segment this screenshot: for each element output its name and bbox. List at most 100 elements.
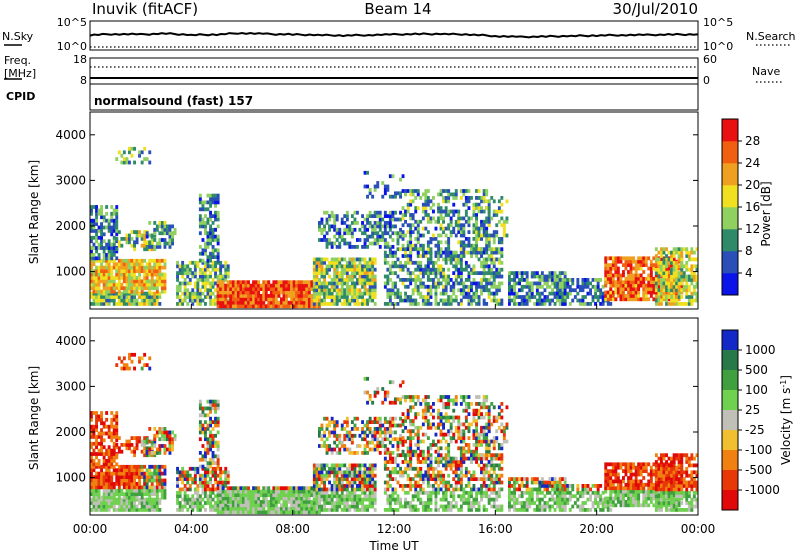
power-cell xyxy=(682,302,686,306)
velocity-cell xyxy=(209,440,212,445)
power-cell xyxy=(388,302,392,306)
power-cell xyxy=(624,294,628,298)
power-cell xyxy=(335,245,339,249)
power-cell xyxy=(411,278,415,282)
power-cell xyxy=(480,284,483,289)
power-cell xyxy=(515,291,519,296)
power-cell xyxy=(186,274,190,279)
velocity-cell xyxy=(252,486,255,491)
velocity-cell xyxy=(287,486,291,491)
velocity-cell xyxy=(310,493,314,497)
power-cell xyxy=(216,234,220,239)
power-cell xyxy=(667,266,671,271)
power-cell xyxy=(690,295,694,299)
power-cell xyxy=(687,254,691,258)
velocity-cell xyxy=(155,508,159,512)
power-cell xyxy=(685,288,689,293)
power-cell xyxy=(487,254,491,258)
velocity-cell xyxy=(92,459,96,463)
power-cell xyxy=(485,216,489,221)
velocity-cell xyxy=(140,443,144,447)
power-cell xyxy=(110,258,114,263)
power-cell xyxy=(264,304,268,309)
velocity-cell xyxy=(318,463,321,468)
velocity-cell xyxy=(196,501,200,505)
velocity-cell xyxy=(206,427,210,431)
velocity-cell xyxy=(125,501,129,505)
power-cell xyxy=(665,260,668,265)
velocity-cell xyxy=(150,488,154,493)
velocity-cell xyxy=(176,497,179,502)
velocity-cell xyxy=(150,501,154,505)
velocity-cell xyxy=(178,487,182,492)
power-cell xyxy=(216,283,220,288)
power-cell xyxy=(92,222,96,226)
velocity-cell xyxy=(102,475,106,479)
velocity-cell xyxy=(239,503,243,508)
power-cell xyxy=(447,257,451,262)
power-cell xyxy=(459,250,463,255)
power-cell xyxy=(229,300,233,305)
power-cell xyxy=(102,249,106,254)
power-cell xyxy=(100,246,103,250)
power-cell xyxy=(584,302,587,306)
power-cell xyxy=(675,264,679,269)
power-cell xyxy=(444,247,448,252)
velocity-cell xyxy=(145,485,149,490)
power-cell xyxy=(267,294,271,298)
power-cell xyxy=(188,267,192,272)
power-cell xyxy=(150,302,154,306)
power-cell xyxy=(627,256,630,261)
power-cell xyxy=(472,223,476,228)
power-cell xyxy=(269,290,273,295)
power-cell xyxy=(454,274,458,279)
power-cell xyxy=(482,264,486,269)
power-cell xyxy=(606,266,610,271)
power-cell xyxy=(416,260,420,265)
power-cell xyxy=(462,250,466,255)
power-cell xyxy=(158,295,162,299)
velocity-cell xyxy=(287,489,291,494)
power-cell xyxy=(350,295,354,299)
power-cell xyxy=(535,302,539,306)
velocity-cell xyxy=(102,452,106,456)
power-cell xyxy=(454,298,458,303)
power-cell xyxy=(634,294,638,298)
power-cell xyxy=(472,278,476,282)
velocity-cell xyxy=(345,480,349,485)
velocity-cell xyxy=(112,504,116,509)
velocity-cell xyxy=(312,510,316,515)
power-cell xyxy=(439,223,443,228)
velocity-cell xyxy=(97,504,101,509)
power-cell xyxy=(150,295,154,299)
power-cell xyxy=(229,290,233,295)
velocity-cell xyxy=(148,492,152,497)
power-cell xyxy=(467,298,471,303)
power-cell xyxy=(401,216,405,221)
power-cell xyxy=(214,210,217,215)
velocity-cell xyxy=(115,428,119,432)
velocity-cell xyxy=(254,493,258,497)
velocity-cell xyxy=(95,452,98,456)
power-cell xyxy=(335,291,339,296)
power-cell xyxy=(90,262,93,267)
power-colorbar-swatch xyxy=(722,119,738,142)
velocity-cell xyxy=(148,453,152,458)
velocity-cell xyxy=(335,473,339,478)
power-cell xyxy=(426,298,430,303)
velocity-cell xyxy=(115,475,119,479)
velocity-cell xyxy=(158,508,162,512)
power-cell xyxy=(644,287,648,291)
power-cell xyxy=(406,230,410,234)
power-cell xyxy=(335,295,339,299)
power-cell xyxy=(419,291,423,296)
power-cell xyxy=(366,298,369,303)
velocity-cell xyxy=(181,497,185,502)
velocity-cell xyxy=(110,438,114,443)
velocity-cell xyxy=(340,463,344,468)
power-cell xyxy=(634,276,638,281)
power-cell xyxy=(130,258,134,263)
velocity-cell xyxy=(204,487,207,492)
power-cell xyxy=(424,213,428,217)
velocity-cell xyxy=(135,508,139,512)
